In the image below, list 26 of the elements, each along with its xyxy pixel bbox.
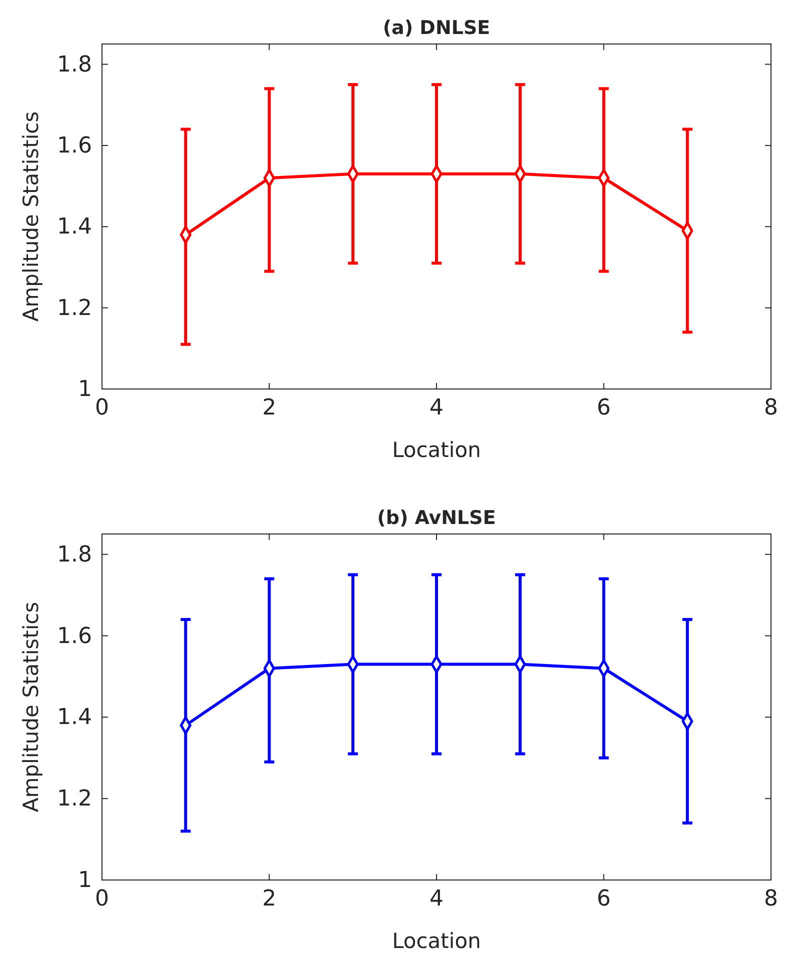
x-tick-label: 6	[596, 886, 611, 912]
y-tick-label: 1	[78, 377, 92, 402]
y-tick-label: 1.8	[57, 542, 92, 568]
chart-title: (b) AvNLSE	[377, 507, 496, 529]
y-tick-label: 1.4	[57, 705, 92, 730]
x-tick-label: 6	[596, 396, 611, 421]
y-tick-label: 1.8	[57, 52, 92, 78]
y-axis-title: Amplitude Statistics	[19, 602, 43, 812]
chart-title: (a) DNLSE	[382, 17, 490, 39]
y-tick-label: 1.6	[57, 624, 92, 649]
x-tick-label: 8	[764, 396, 778, 421]
x-tick-label: 8	[764, 886, 778, 912]
y-tick-label: 1.2	[57, 296, 92, 321]
x-tick-label: 2	[262, 396, 276, 421]
x-axis-title: Location	[392, 438, 481, 462]
y-axis-title: Amplitude Statistics	[19, 111, 43, 322]
x-axis-title: Location	[392, 929, 481, 953]
x-tick-label: 0	[95, 886, 109, 912]
y-tick-label: 1.6	[57, 134, 92, 159]
x-tick-label: 0	[95, 396, 109, 421]
x-tick-label: 2	[262, 886, 276, 912]
y-tick-label: 1.2	[57, 786, 92, 812]
x-tick-label: 4	[430, 886, 444, 912]
x-tick-label: 4	[430, 396, 444, 421]
y-tick-label: 1	[78, 868, 92, 894]
y-tick-label: 1.4	[57, 214, 92, 240]
